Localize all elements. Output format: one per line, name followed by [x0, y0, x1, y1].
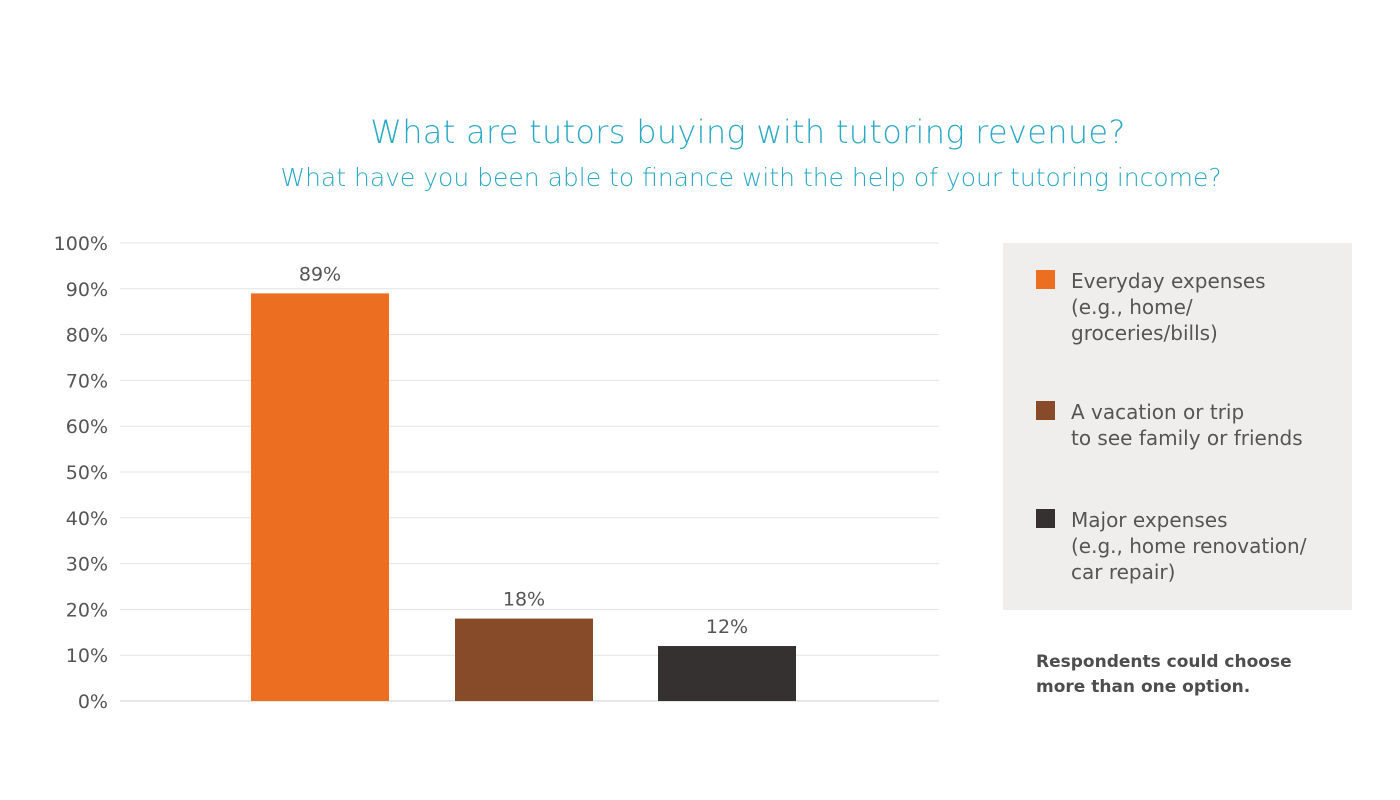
- y-tick-label: 40%: [66, 508, 108, 530]
- legend-label: Major expenses (e.g., home renovation/ c…: [1071, 508, 1307, 584]
- y-tick-label: 0%: [78, 691, 108, 713]
- legend-swatch: [1036, 509, 1055, 528]
- y-tick-label: 70%: [66, 370, 108, 392]
- y-tick-label: 30%: [66, 554, 108, 576]
- y-tick-label: 10%: [66, 645, 108, 667]
- bar: [455, 618, 593, 701]
- bar: [658, 646, 796, 701]
- y-tick-label: 50%: [66, 462, 108, 484]
- bar: [251, 293, 389, 701]
- y-tick-label: 20%: [66, 599, 108, 621]
- y-tick-label: 100%: [54, 233, 108, 255]
- y-tick-label: 80%: [66, 325, 108, 347]
- legend-label: A vacation or trip to see family or frie…: [1071, 400, 1303, 450]
- footnote: Respondents could choose more than one o…: [1036, 652, 1292, 697]
- legend: Everyday expenses (e.g., home/ groceries…: [1003, 243, 1352, 610]
- legend-swatch: [1036, 401, 1055, 420]
- chart-title: What are tutors buying with tutoring rev…: [370, 113, 1126, 151]
- bar-data-label: 89%: [299, 263, 341, 285]
- bar-data-label: 12%: [706, 616, 748, 638]
- bar-data-label: 18%: [503, 589, 545, 611]
- legend-label: Everyday expenses (e.g., home/ groceries…: [1071, 269, 1266, 345]
- y-tick-label: 60%: [66, 416, 108, 438]
- chart-subtitle: What have you been able to finance with …: [280, 163, 1222, 192]
- y-tick-label: 90%: [66, 279, 108, 301]
- legend-swatch: [1036, 270, 1055, 289]
